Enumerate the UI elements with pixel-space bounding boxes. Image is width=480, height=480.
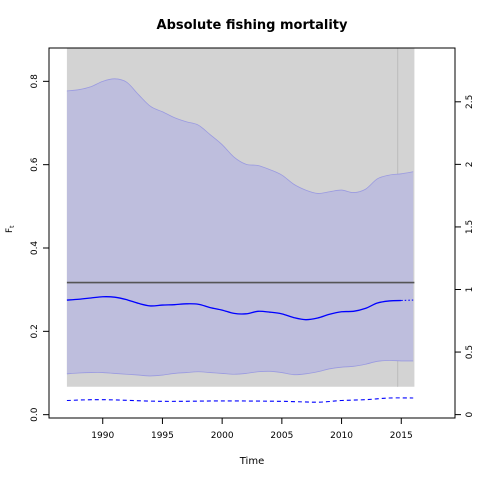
lower-ci-line xyxy=(66,360,414,377)
lines-layer xyxy=(66,281,415,403)
y2-tick-label: 0.5 xyxy=(465,345,475,359)
bottom-dashed-line xyxy=(66,397,414,403)
y2-tick-label: 1.5 xyxy=(465,220,475,234)
x-tick-label: 2010 xyxy=(330,431,353,441)
y2-tick-label: 0 xyxy=(465,411,475,417)
y-axis-label: Ft xyxy=(5,225,16,233)
x-axis-label: Time xyxy=(239,456,264,467)
y-tick-label: 0.0 xyxy=(30,407,40,422)
y2-tick-label: 2.5 xyxy=(465,95,475,109)
y-tick-label: 0.2 xyxy=(30,324,40,338)
x-tick-label: 1990 xyxy=(91,431,114,441)
upper-ci-line xyxy=(66,78,414,194)
y-axis-label-main: F xyxy=(5,228,15,233)
chart-title: Absolute fishing mortality xyxy=(157,18,348,33)
x-tick-label: 1995 xyxy=(151,431,174,441)
y2-tick-label: 2 xyxy=(465,162,475,168)
estimate-line xyxy=(66,296,402,321)
axes-layer: 1990 1995 2000 2005 2010 2015 0.0 0.2 0.4 0.6 0.8 0… xyxy=(30,47,475,441)
y-axis-label-group: Ft xyxy=(5,225,16,233)
y2-tick-label: 1 xyxy=(465,287,475,293)
y-tick-label: 0.8 xyxy=(30,74,40,89)
plot-frame xyxy=(48,47,456,419)
confidence-band xyxy=(66,78,414,376)
x-tick-label: 2015 xyxy=(390,431,413,441)
y-tick-label: 0.6 xyxy=(30,157,40,172)
x-tick-label: 2005 xyxy=(270,431,293,441)
ci-band-layer xyxy=(66,78,414,377)
y-tick-label: 0.4 xyxy=(30,241,40,256)
y-axis-label-subscript: t xyxy=(9,225,16,228)
x-tick-label: 2000 xyxy=(211,431,234,441)
